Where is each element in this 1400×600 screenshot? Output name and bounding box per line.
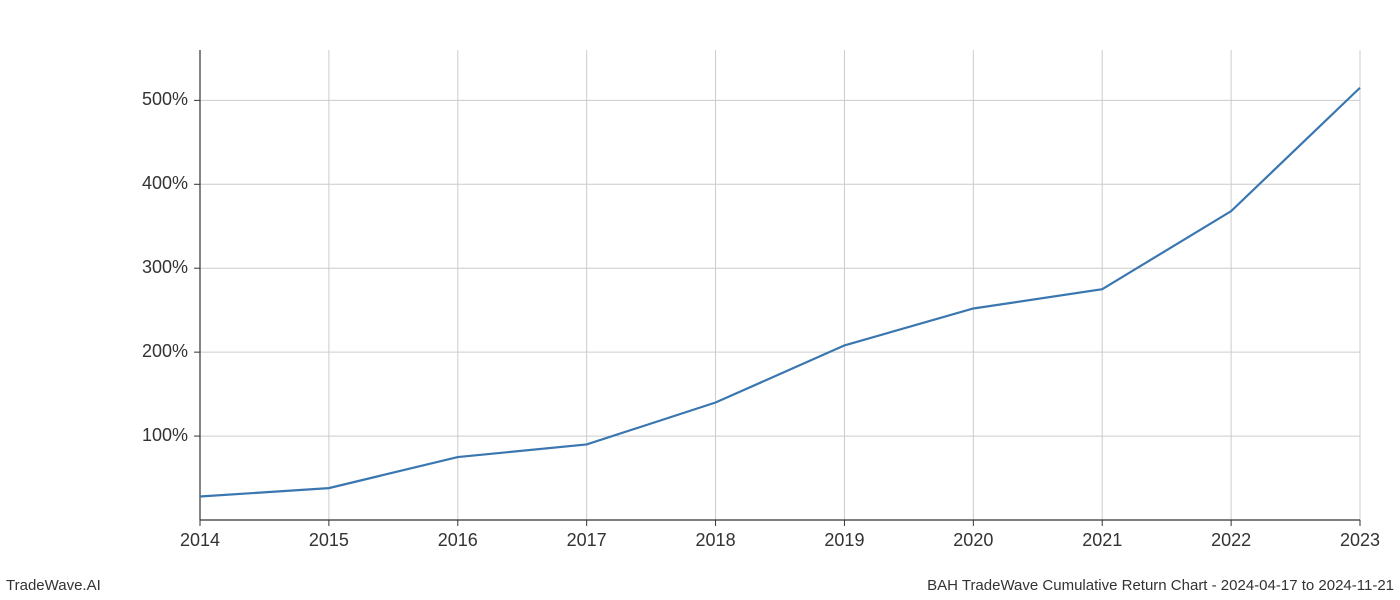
y-tick-label: 400%	[142, 173, 188, 193]
y-tick-label: 500%	[142, 89, 188, 109]
chart-container: 100% 200% 300% 400% 500% 2014 2015 2016 2017 2018…	[0, 0, 1400, 600]
x-tick-label: 2020	[953, 530, 993, 550]
x-tick-label: 2018	[696, 530, 736, 550]
x-tick-label: 2022	[1211, 530, 1251, 550]
x-tick-label: 2019	[824, 530, 864, 550]
x-tick-label: 2014	[180, 530, 220, 550]
y-tick-label: 200%	[142, 341, 188, 361]
x-tick-label: 2016	[438, 530, 478, 550]
chart-bg	[0, 0, 1400, 600]
y-tick-label: 300%	[142, 257, 188, 277]
x-tick-label: 2023	[1340, 530, 1380, 550]
x-tick-label: 2021	[1082, 530, 1122, 550]
x-tick-label: 2017	[567, 530, 607, 550]
x-tick-label: 2015	[309, 530, 349, 550]
line-chart-svg: 100% 200% 300% 400% 500% 2014 2015 2016 2017 2018…	[0, 0, 1400, 600]
footer-right-text: BAH TradeWave Cumulative Return Chart - …	[927, 577, 1394, 594]
y-tick-label: 100%	[142, 425, 188, 445]
footer-left-text: TradeWave.AI	[6, 577, 101, 594]
